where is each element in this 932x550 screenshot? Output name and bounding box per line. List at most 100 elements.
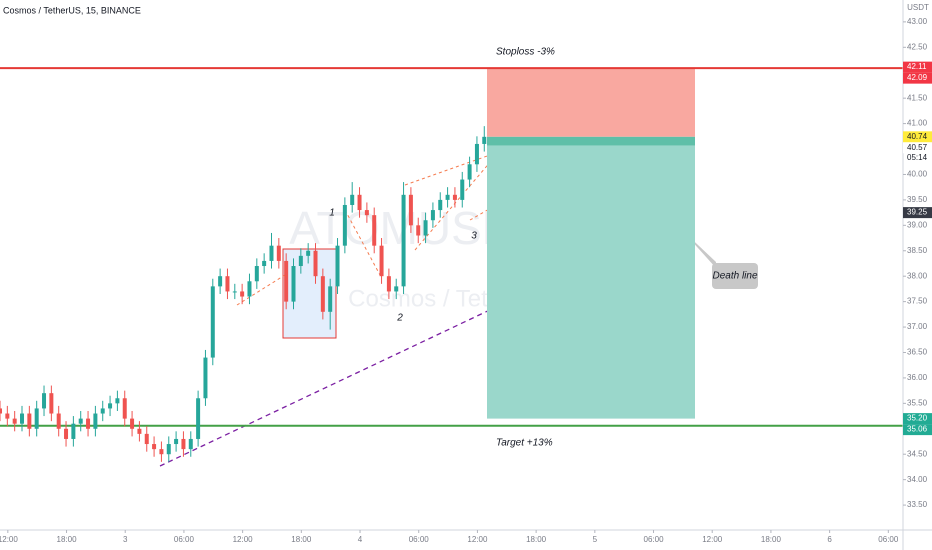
candle-body	[357, 194, 362, 211]
candle-body	[342, 204, 347, 246]
candle-body	[49, 393, 54, 414]
x-tick-label: 4	[358, 535, 363, 544]
y-tick-label: 42.50	[907, 42, 928, 51]
price-label-box	[903, 61, 932, 73]
candle-body	[284, 260, 289, 302]
drawings: Death line 1 2 3 Stoploss -3% Target +13…	[0, 47, 903, 467]
x-tick-label: 18:00	[57, 535, 78, 544]
trend-line	[344, 209, 381, 276]
y-tick-label: 39.50	[907, 195, 928, 204]
y-tick-label: 37.50	[907, 297, 928, 306]
y-tick-label: 41.50	[907, 93, 928, 102]
candle-body	[196, 398, 201, 439]
target-zone	[487, 145, 695, 419]
candle-body	[137, 428, 142, 434]
target-label: Target +13%	[496, 438, 553, 449]
wave-label: 1	[329, 208, 335, 219]
candle-body	[452, 194, 457, 200]
x-tick-label: 18:00	[291, 535, 312, 544]
candle-body	[71, 423, 76, 439]
y-tick-label: 34.50	[907, 449, 928, 458]
y-tick-label: 34.00	[907, 475, 928, 484]
x-tick-label: 06:00	[644, 535, 665, 544]
x-tick-label: 18:00	[761, 535, 782, 544]
candle-body	[445, 194, 450, 200]
candle-body	[188, 438, 193, 450]
y-tick-label: 38.00	[907, 271, 928, 280]
entry-zone	[487, 136, 695, 146]
x-tick-label: 12:00	[0, 535, 18, 544]
price-label: 35.20	[907, 414, 928, 423]
chart-title: Cosmos / TetherUS, 15, BINANCE	[3, 5, 141, 15]
y-tick-label: 35.50	[907, 398, 928, 407]
y-tick-label: 36.50	[907, 348, 928, 357]
candle-body	[152, 444, 157, 450]
x-tick-label: 12:00	[702, 535, 723, 544]
candle-body	[350, 194, 355, 205]
candle-body	[203, 357, 208, 399]
y-tick-label: 33.50	[907, 500, 928, 509]
candle-body	[122, 398, 127, 419]
candle-body	[20, 413, 25, 424]
y-tick-label: 43.00	[907, 17, 928, 26]
candle-body	[27, 413, 32, 429]
candle-body	[240, 291, 245, 297]
candle-body	[5, 413, 10, 419]
candle-body	[269, 245, 274, 261]
candle-body	[474, 143, 479, 165]
price-label-box	[903, 72, 932, 84]
y-tick-label: 37.00	[907, 322, 928, 331]
x-tick-label: 06:00	[409, 535, 430, 544]
candle-body	[159, 449, 164, 455]
stop-zone	[487, 68, 695, 137]
price-label-box	[903, 424, 932, 436]
candle-body	[386, 276, 391, 292]
candle-body	[364, 210, 369, 216]
callout-text: Death line	[712, 271, 757, 282]
price-label-box	[903, 207, 932, 219]
candle-body	[42, 393, 47, 409]
candle-body	[430, 210, 435, 221]
candle-body	[64, 428, 69, 439]
x-tick-label: 18:00	[526, 535, 547, 544]
candle-body	[423, 220, 428, 236]
price-label-box	[903, 131, 932, 143]
candle-body	[225, 276, 230, 292]
candle-body	[394, 286, 399, 292]
x-tick-label: 12:00	[467, 535, 488, 544]
stoploss-label: Stoploss -3%	[496, 47, 555, 58]
y-tick-label: 40.00	[907, 170, 928, 179]
candle-body	[78, 418, 83, 424]
candle-body	[166, 444, 171, 455]
x-tick-label: 06:00	[174, 535, 195, 544]
candle-body	[218, 276, 223, 287]
box-drawing	[282, 248, 337, 339]
price-label-box	[903, 413, 932, 425]
y-tick-label: 38.50	[907, 246, 928, 255]
x-tick-label: 5	[593, 535, 598, 544]
trend-line	[414, 159, 493, 251]
x-tick-label: 3	[123, 535, 128, 544]
x-tick-label: 06:00	[878, 535, 899, 544]
price-label: 35.06	[907, 425, 928, 434]
candle-body	[335, 245, 340, 287]
y-tick-label: 39.00	[907, 220, 928, 229]
candle-body	[254, 266, 259, 282]
candle-body	[34, 408, 39, 429]
candle-body	[408, 194, 413, 226]
candle-body	[247, 281, 252, 297]
currency-label: USDT	[907, 3, 929, 12]
price-label: 42.11	[907, 62, 927, 71]
candle-body	[467, 164, 472, 180]
price-label: 42.09	[907, 73, 928, 82]
candle-body	[0, 408, 2, 414]
y-tick-label: 41.00	[907, 119, 928, 128]
candle-body	[93, 413, 98, 429]
candle-body	[372, 215, 377, 246]
price-label: 40.74	[907, 132, 928, 141]
candle-body	[174, 438, 179, 445]
wave-label: 3	[471, 231, 477, 242]
candle-body	[100, 408, 105, 414]
candle-body	[379, 245, 384, 277]
